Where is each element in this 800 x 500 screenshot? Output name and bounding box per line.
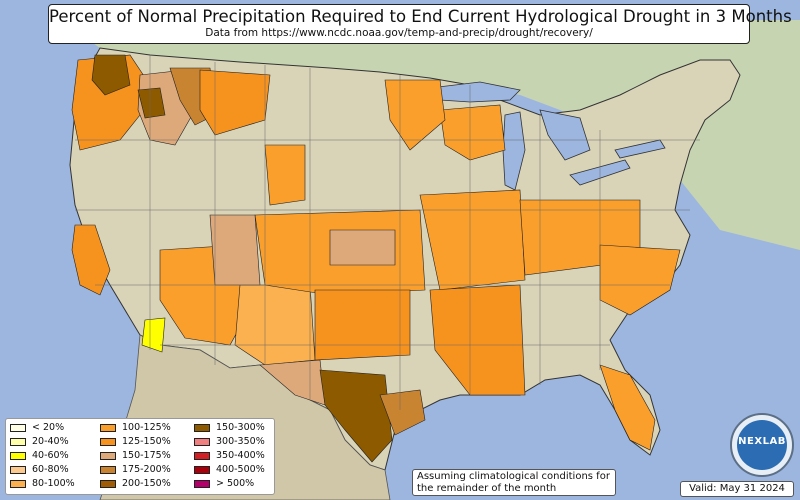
legend-label: 350-400%	[216, 450, 265, 461]
legend-label: 150-300%	[216, 422, 265, 433]
legend-label: 400-500%	[216, 464, 265, 475]
legend-swatch	[100, 479, 116, 488]
legend-item: 350-400%	[194, 450, 265, 462]
legend-swatch	[194, 479, 210, 488]
legend-label: 20-40%	[32, 436, 69, 447]
legend-item: < 20%	[10, 422, 64, 434]
legend-label: 100-125%	[122, 422, 171, 433]
region-wa-dark	[91, 54, 131, 96]
legend-swatch	[10, 451, 26, 460]
legend-item: 200-150%	[100, 478, 171, 490]
legend-swatch	[100, 451, 116, 460]
region-colorado-tan	[209, 214, 261, 286]
valid-date: Valid: May 31 2024	[680, 481, 794, 497]
legend-item: 175-200%	[100, 464, 171, 476]
legend-item: 100-125%	[100, 422, 171, 434]
legend-swatch	[194, 423, 210, 432]
region-lower-mississippi	[429, 284, 526, 396]
legend-label: < 20%	[32, 422, 65, 433]
legend-swatch	[10, 479, 26, 488]
legend-label: 150-175%	[122, 450, 171, 461]
legend-swatch	[194, 451, 210, 460]
region-florida	[599, 364, 656, 451]
legend-label: 60-80%	[32, 464, 69, 475]
region-oklahoma	[314, 289, 411, 361]
region-texas-east	[379, 389, 426, 436]
legend-item: > 500%	[194, 478, 254, 490]
legend-label: 125-150%	[122, 436, 171, 447]
title-box: Percent of Normal Precipitation Required…	[48, 4, 792, 44]
region-wyoming	[264, 144, 306, 206]
map-subtitle: Data from https://www.ncdc.noaa.gov/temp…	[205, 27, 593, 39]
lake-ontario	[614, 139, 666, 159]
legend-item: 60-80%	[10, 464, 69, 476]
legend-swatch	[10, 423, 26, 432]
region-new-mexico	[234, 284, 316, 366]
legend-swatch	[100, 423, 116, 432]
region-midwest	[419, 189, 526, 291]
legend-item: 400-500%	[194, 464, 265, 476]
state-borders	[75, 55, 700, 410]
region-kansas-tan	[329, 229, 396, 266]
legend-swatch	[194, 465, 210, 474]
legend-item: 80-100%	[10, 478, 75, 490]
legend-item: 150-300%	[194, 422, 265, 434]
legend-label: 175-200%	[122, 464, 171, 475]
canada-landmass	[60, 20, 800, 250]
legend-item: 150-175%	[100, 450, 171, 462]
map-title: Percent of Normal Precipitation Required…	[49, 7, 792, 26]
globe-icon	[737, 420, 787, 470]
lake-huron	[539, 109, 591, 161]
nexlab-logo: NEXLAB	[730, 413, 794, 477]
region-idaho-dark	[137, 87, 166, 119]
legend-item: 40-60%	[10, 450, 69, 462]
legend-item: 125-150%	[100, 436, 171, 448]
legend-swatch	[10, 437, 26, 446]
assumption-note: Assuming climatological conditions for t…	[412, 469, 616, 496]
legend-swatch	[100, 465, 116, 474]
legend-label: 80-100%	[32, 478, 75, 489]
legend-swatch	[100, 437, 116, 446]
legend-item: 20-40%	[10, 436, 69, 448]
region-texas-central	[319, 369, 393, 463]
region-montana	[199, 69, 271, 136]
legend-label: 200-150%	[122, 478, 171, 489]
legend-label: > 500%	[216, 478, 255, 489]
legend-label: 300-350%	[216, 436, 265, 447]
legend-swatch	[10, 465, 26, 474]
region-great-lakes	[439, 104, 506, 161]
region-arizona-yellow	[141, 317, 166, 353]
legend-swatch	[194, 437, 210, 446]
legend-label: 40-60%	[32, 450, 69, 461]
logo-text: NEXLAB	[738, 436, 786, 447]
region-california	[71, 224, 111, 296]
legend: < 20% 20-40% 40-60% 60-80% 80-100% 100-1…	[5, 418, 275, 495]
legend-item: 300-350%	[194, 436, 265, 448]
region-pacific-northwest	[71, 54, 151, 151]
